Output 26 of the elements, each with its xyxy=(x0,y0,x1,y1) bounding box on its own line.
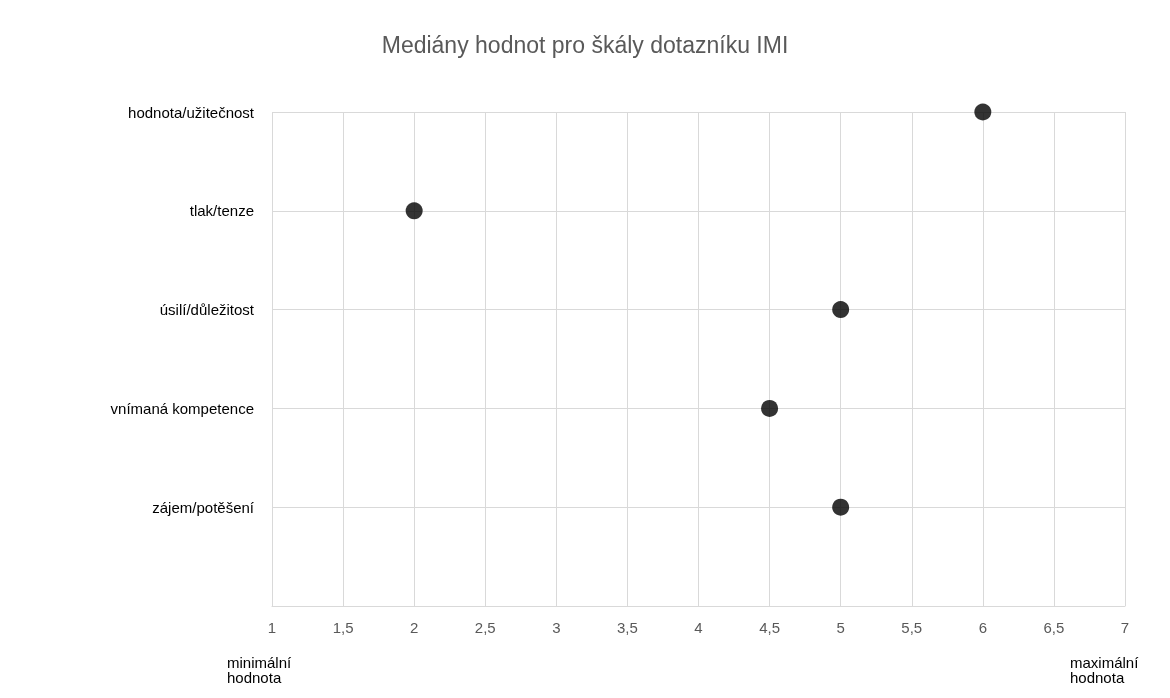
x-tick-label: 6 xyxy=(978,619,988,636)
chart-title: Mediány hodnot pro škály dotazníku IMI xyxy=(381,31,789,58)
annotation: maximální hodnota xyxy=(1070,654,1143,686)
x-tick-label: 4 xyxy=(694,619,703,636)
y-tick-label: tlak/tenze xyxy=(189,202,254,220)
x-tick-label: 3 xyxy=(552,619,561,636)
x-tick-label: 3,5 xyxy=(616,619,638,636)
x-tick-label: 2 xyxy=(409,619,419,636)
y-tick-label: zájem/potěšení xyxy=(152,498,255,516)
annotation: minimální hodnota xyxy=(227,654,296,686)
x-tick-label: 1 xyxy=(267,619,277,636)
x-tick-label: 1,5 xyxy=(332,619,354,636)
point xyxy=(974,103,992,121)
x-tick-label: 5,5 xyxy=(901,619,923,636)
x-tick-label: 5 xyxy=(836,619,845,636)
point xyxy=(832,301,850,319)
y-tick-label: vnímaná kompetence xyxy=(110,399,254,417)
point xyxy=(405,202,423,220)
x-tick-label: 4,5 xyxy=(759,619,781,636)
x-tick-label: 2,5 xyxy=(474,619,496,636)
x-tick-label: 7 xyxy=(1120,619,1130,636)
y-tick-label: úsilí/důležitost xyxy=(159,301,255,319)
point xyxy=(832,498,850,516)
y-tick-label: hodnota/užitečnost xyxy=(128,103,255,121)
point xyxy=(761,399,779,417)
x-tick-label: 6,5 xyxy=(1043,619,1065,636)
